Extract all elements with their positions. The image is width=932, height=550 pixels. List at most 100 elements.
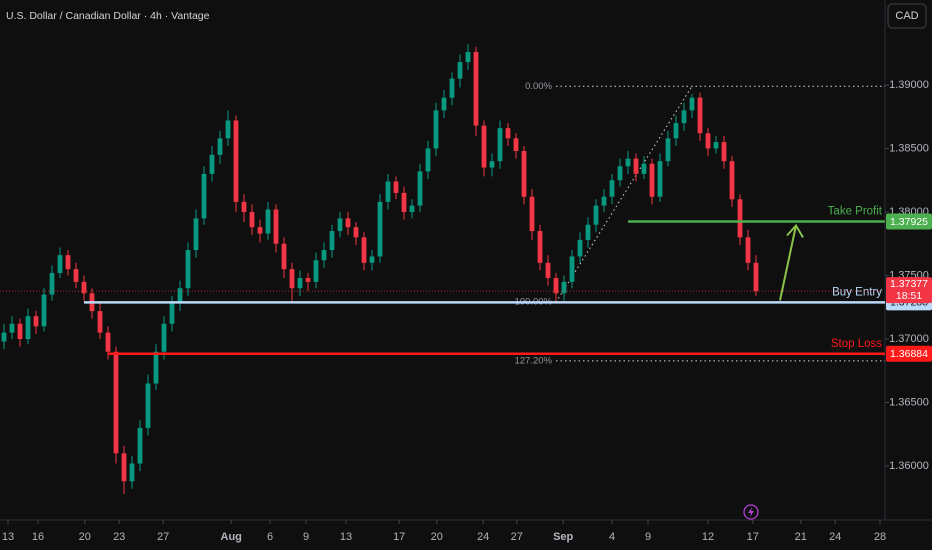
candle-body bbox=[153, 351, 159, 384]
candle-body bbox=[265, 209, 271, 234]
y-tick-label: 1.37000 bbox=[889, 333, 929, 345]
candle-body bbox=[537, 231, 543, 263]
x-tick-label: 12 bbox=[702, 531, 714, 543]
candle-body bbox=[545, 262, 551, 279]
candle-body bbox=[49, 272, 55, 295]
candle-body bbox=[193, 218, 199, 251]
candle-body bbox=[513, 138, 519, 152]
candle-body bbox=[289, 269, 295, 289]
candle-body bbox=[433, 110, 439, 149]
candle-body bbox=[25, 316, 31, 340]
fib-label: 0.00% bbox=[525, 81, 552, 92]
candle-body bbox=[273, 209, 279, 244]
candle-body bbox=[241, 201, 247, 212]
candle-body bbox=[553, 278, 559, 294]
candle-body bbox=[185, 250, 191, 289]
candle-body bbox=[233, 120, 239, 202]
candle-body bbox=[225, 120, 231, 139]
arrow-head bbox=[786, 223, 804, 239]
candle-body bbox=[593, 205, 599, 225]
candle-body bbox=[145, 383, 151, 428]
candle-body bbox=[161, 323, 167, 352]
level-name: Stop Loss bbox=[831, 338, 882, 350]
candle-body bbox=[329, 231, 335, 251]
candle-body bbox=[457, 62, 463, 79]
candle-body bbox=[697, 97, 703, 134]
candle-body bbox=[129, 463, 135, 482]
candle-body bbox=[601, 196, 607, 206]
candle-body bbox=[649, 163, 655, 197]
x-tick-label: 23 bbox=[113, 531, 125, 543]
candle-body bbox=[401, 192, 407, 212]
candle-body bbox=[105, 332, 111, 352]
candle-body bbox=[297, 278, 303, 289]
x-tick-label: 28 bbox=[874, 531, 886, 543]
candle-body bbox=[753, 262, 759, 292]
candle-body bbox=[81, 281, 87, 294]
candle-body bbox=[17, 323, 23, 340]
fib-label: 127.20% bbox=[514, 355, 552, 366]
level-name: Buy Entry bbox=[832, 286, 882, 298]
arrow-shaft bbox=[779, 225, 797, 301]
candle-body bbox=[257, 227, 263, 234]
x-tick-label: 9 bbox=[303, 531, 309, 543]
candle-body bbox=[1, 332, 7, 342]
x-tick-label: 16 bbox=[32, 531, 44, 543]
last-price-label: 1.37377 bbox=[890, 278, 928, 290]
candle-body bbox=[729, 161, 735, 200]
candle-body bbox=[393, 181, 399, 193]
lightning-bolt bbox=[748, 507, 754, 517]
x-tick-label: 13 bbox=[340, 531, 352, 543]
candle-body bbox=[745, 237, 751, 263]
candle-body bbox=[721, 142, 727, 162]
candle-body bbox=[177, 288, 183, 304]
candle-body bbox=[665, 138, 671, 162]
candle-body bbox=[169, 303, 175, 324]
y-tick-label: 1.38500 bbox=[889, 142, 929, 154]
candle-body bbox=[281, 243, 287, 270]
candle-body bbox=[609, 180, 615, 197]
candle-body bbox=[569, 256, 575, 282]
candle-body bbox=[97, 311, 103, 333]
lightning-icon[interactable] bbox=[743, 504, 759, 520]
candle-body bbox=[689, 97, 695, 111]
candle-body bbox=[41, 294, 47, 327]
candle-body bbox=[409, 205, 415, 212]
x-tick-label: 27 bbox=[511, 531, 523, 543]
x-tick-label: 17 bbox=[393, 531, 405, 543]
x-tick-label: 4 bbox=[609, 531, 615, 543]
x-tick-label: 20 bbox=[431, 531, 443, 543]
candle-body bbox=[633, 158, 639, 174]
candle-body bbox=[121, 453, 127, 482]
candle-body bbox=[417, 171, 423, 206]
candle-body bbox=[57, 255, 63, 273]
candle-body bbox=[217, 138, 223, 155]
candle-body bbox=[441, 97, 447, 111]
candle-body bbox=[465, 51, 471, 63]
candle-body bbox=[577, 239, 583, 257]
currency-label: CAD bbox=[895, 10, 918, 22]
candle-body bbox=[321, 250, 327, 261]
candle-body bbox=[305, 278, 311, 282]
candle-body bbox=[673, 123, 679, 139]
candle-body bbox=[529, 196, 535, 232]
candle-body bbox=[497, 128, 503, 162]
currency-button[interactable] bbox=[887, 3, 927, 29]
candle-body bbox=[681, 110, 687, 124]
candle-body bbox=[481, 125, 487, 168]
candle-body bbox=[337, 218, 343, 232]
x-tick-label: 27 bbox=[157, 531, 169, 543]
countdown-label: 18:51 bbox=[896, 290, 922, 302]
y-tick-label: 1.36000 bbox=[889, 460, 929, 472]
x-tick-label: 20 bbox=[79, 531, 91, 543]
x-tick-label: 6 bbox=[267, 531, 273, 543]
candle-body bbox=[641, 163, 647, 174]
x-tick-label: 17 bbox=[747, 531, 759, 543]
x-tick-label: 21 bbox=[795, 531, 807, 543]
candle-body bbox=[249, 211, 255, 228]
candle-body bbox=[353, 227, 359, 238]
y-tick-label: 1.39000 bbox=[889, 79, 929, 91]
